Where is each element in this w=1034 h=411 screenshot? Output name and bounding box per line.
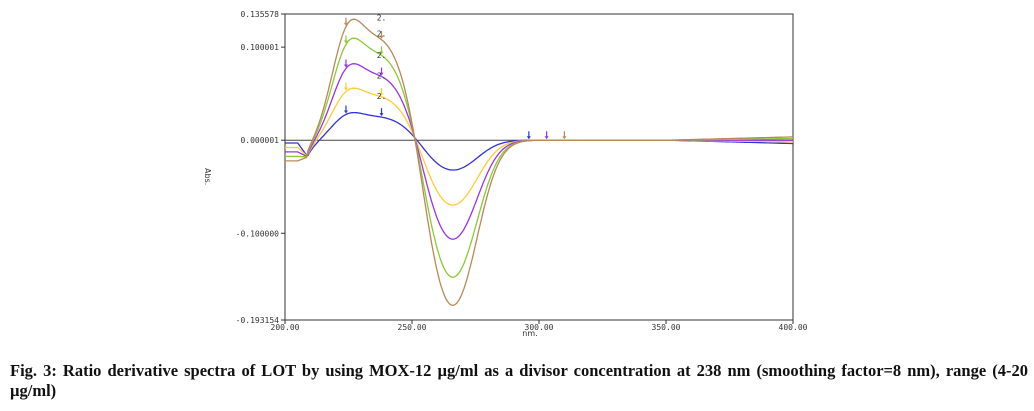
peak-value-label: 2. bbox=[377, 30, 387, 39]
spectrum-line bbox=[285, 18, 793, 306]
peak-marker-head bbox=[379, 51, 384, 55]
x-tick-label: 200.00 bbox=[271, 323, 300, 332]
peak-marker-head bbox=[379, 35, 384, 39]
peak-marker-head bbox=[379, 92, 384, 96]
plot-frame bbox=[284, 13, 794, 321]
y-tick-label: -0.100000 bbox=[236, 229, 280, 238]
peak-marker-head bbox=[379, 113, 384, 117]
peak-value-label: 2. bbox=[377, 92, 387, 101]
ratio-derivative-chart: 2. 2. 2. 2. 2. 0.135578 0.100001 0.000001 -0.10… bbox=[203, 10, 808, 338]
shoulder-marker-head bbox=[343, 22, 348, 26]
y-axis-label: Abs. bbox=[203, 168, 212, 185]
baseline-marker-head bbox=[562, 136, 567, 140]
y-tick-label: 0.000001 bbox=[240, 136, 279, 145]
spectrum-line bbox=[285, 37, 793, 278]
y-tick-label: 0.100001 bbox=[240, 43, 279, 52]
y-tick-label: -0.193154 bbox=[236, 316, 280, 325]
shoulder-marker-head bbox=[343, 87, 348, 91]
peak-value-label: 2. bbox=[377, 71, 387, 80]
x-tick-label: 400.00 bbox=[779, 323, 808, 332]
baseline-marker-head bbox=[526, 136, 531, 140]
figure-caption: Fig. 3: Ratio derivative spectra of LOT … bbox=[10, 361, 1028, 400]
x-tick-label: 250.00 bbox=[398, 323, 427, 332]
spectrum-line bbox=[285, 87, 793, 206]
shoulder-marker-head bbox=[343, 64, 348, 68]
x-tick-label: 300.00 bbox=[525, 323, 554, 332]
peak-value-label: 2. bbox=[377, 14, 387, 23]
baseline-marker-head bbox=[544, 136, 549, 140]
x-axis-label: nm. bbox=[522, 329, 537, 338]
shoulder-marker-head bbox=[343, 110, 348, 114]
peak-value-label: 2. bbox=[377, 51, 387, 60]
shoulder-marker-head bbox=[343, 40, 348, 44]
x-tick-label: 350.00 bbox=[652, 323, 681, 332]
y-tick-label: 0.135578 bbox=[240, 10, 279, 19]
peak-marker-head bbox=[379, 72, 384, 76]
